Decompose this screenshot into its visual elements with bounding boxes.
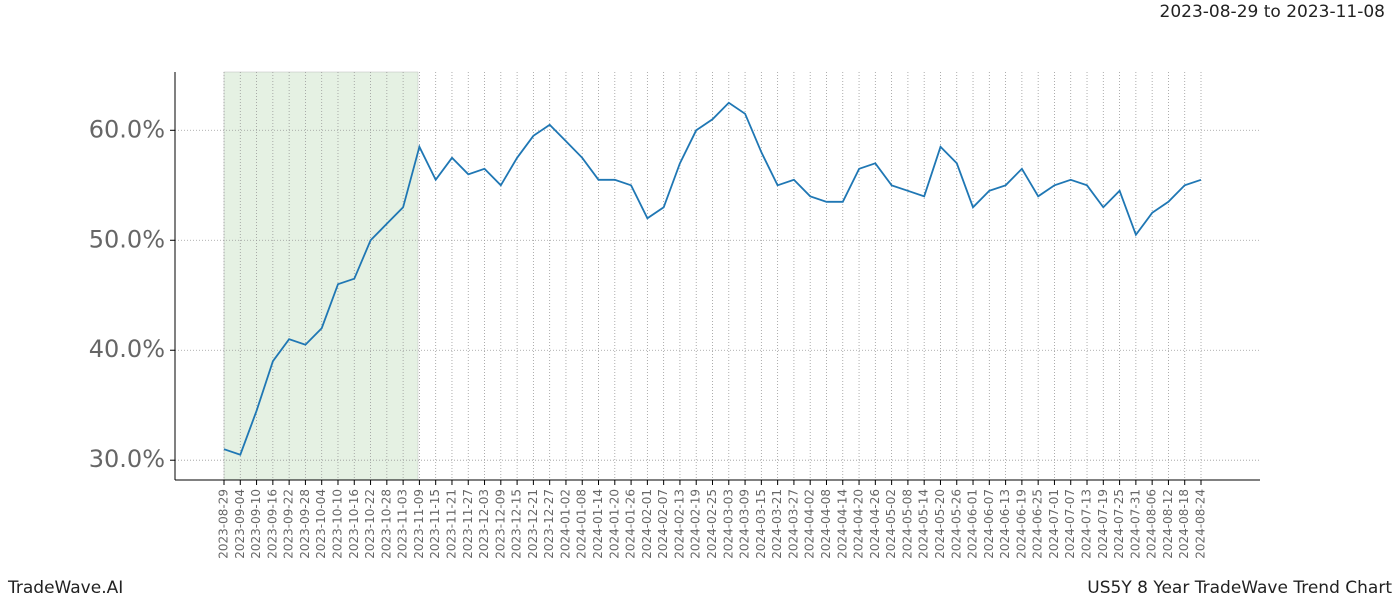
- x-tick-label: 2023-11-15: [428, 489, 442, 559]
- brand: TradeWave.AI: [7, 578, 123, 598]
- x-tick-label: 2024-07-19: [1096, 489, 1110, 559]
- x-tick-label: 2023-11-03: [396, 489, 410, 559]
- x-tick-label: 2024-05-08: [900, 489, 914, 559]
- x-tick-label: 2024-06-01: [966, 489, 980, 559]
- x-tick-label: 2023-08-29: [217, 489, 231, 559]
- x-tick-label: 2024-01-26: [624, 489, 638, 559]
- x-tick-label: 2023-12-09: [493, 489, 507, 559]
- x-tick-label: 2023-09-16: [265, 489, 279, 559]
- x-tick-label: 2024-06-13: [998, 489, 1012, 559]
- x-tick-label: 2024-08-18: [1177, 489, 1191, 559]
- x-tick-label: 2024-01-08: [575, 489, 589, 559]
- x-tick-label: 2023-09-22: [282, 489, 296, 559]
- x-tick-label: 2024-04-26: [868, 489, 882, 559]
- x-tick-label: 2023-09-10: [249, 489, 263, 559]
- x-tick-label: 2024-01-02: [558, 489, 572, 559]
- x-tick-label: 2024-07-31: [1128, 489, 1142, 559]
- x-tick-label: 2024-03-15: [754, 489, 768, 559]
- x-tick-label: 2023-11-21: [444, 489, 458, 559]
- chart-title: US5Y 8 Year TradeWave Trend Chart: [1087, 578, 1392, 598]
- x-tick-label: 2024-07-25: [1112, 489, 1126, 559]
- x-tick-label: 2023-12-27: [542, 489, 556, 559]
- x-tick-label: 2024-05-20: [933, 489, 947, 559]
- x-tick-label: 2024-05-02: [884, 489, 898, 559]
- x-tick-label: 2024-03-27: [786, 489, 800, 559]
- x-tick-label: 2023-10-28: [379, 489, 393, 559]
- x-tick-label: 2024-05-14: [917, 489, 931, 559]
- x-tick-label: 2023-12-21: [526, 489, 540, 559]
- x-tick-label: 2024-02-01: [640, 489, 654, 559]
- plot: [175, 72, 1260, 480]
- x-tick-label: 2024-08-24: [1194, 489, 1208, 559]
- x-tick-label: 2024-02-13: [672, 489, 686, 559]
- x-tick-label: 2024-06-07: [982, 489, 996, 559]
- x-tick-label: 2024-05-26: [949, 489, 963, 559]
- x-tick-label: 2023-11-27: [461, 489, 475, 559]
- x-tick-label: 2024-07-13: [1080, 489, 1094, 559]
- x-tick-label: 2023-12-03: [477, 489, 491, 559]
- y-tick-label: 60.0%: [89, 115, 165, 143]
- x-tick-label: 2024-07-07: [1063, 489, 1077, 559]
- x-tick-label: 2024-02-07: [656, 489, 670, 559]
- x-tick-label: 2023-10-10: [330, 489, 344, 559]
- x-tick-label: 2024-06-19: [1014, 489, 1028, 559]
- x-tick-label: 2024-04-02: [803, 489, 817, 559]
- x-tick-label: 2024-06-25: [1031, 489, 1045, 559]
- line-series: [223, 101, 1202, 456]
- y-tick-label: 30.0%: [89, 445, 165, 473]
- y-tick-label: 50.0%: [89, 225, 165, 253]
- x-tick-label: 2023-10-16: [347, 489, 361, 559]
- x-tick-label: 2024-08-12: [1161, 489, 1175, 559]
- x-tick-label: 2024-01-14: [591, 489, 605, 559]
- x-tick-label: 2024-02-19: [689, 489, 703, 559]
- x-tick-label: 2024-04-14: [835, 489, 849, 559]
- x-tick-label: 2024-07-01: [1047, 489, 1061, 559]
- x-tick-label: 2024-03-03: [721, 489, 735, 559]
- x-tick-label: 2023-10-22: [363, 489, 377, 559]
- x-tick-label: 2024-04-20: [852, 489, 866, 559]
- x-tick-label: 2023-10-04: [314, 489, 328, 559]
- x-tick-label: 2024-03-09: [738, 489, 752, 559]
- x-tick-label: 2024-03-21: [770, 489, 784, 559]
- subtitle: 2023-08-29 to 2023-11-08: [1160, 2, 1385, 22]
- x-tick-label: 2023-09-28: [298, 489, 312, 559]
- x-tick-label: 2024-04-08: [819, 489, 833, 559]
- x-tick-label: 2024-08-06: [1145, 489, 1159, 559]
- x-tick-label: 2024-02-25: [705, 489, 719, 559]
- x-tick-label: 2023-12-15: [510, 489, 524, 559]
- x-tick-label: 2024-01-20: [607, 489, 621, 559]
- x-tick-label: 2023-11-09: [412, 489, 426, 559]
- x-tick-label: 2023-09-04: [233, 489, 247, 559]
- y-tick-label: 40.0%: [89, 335, 165, 363]
